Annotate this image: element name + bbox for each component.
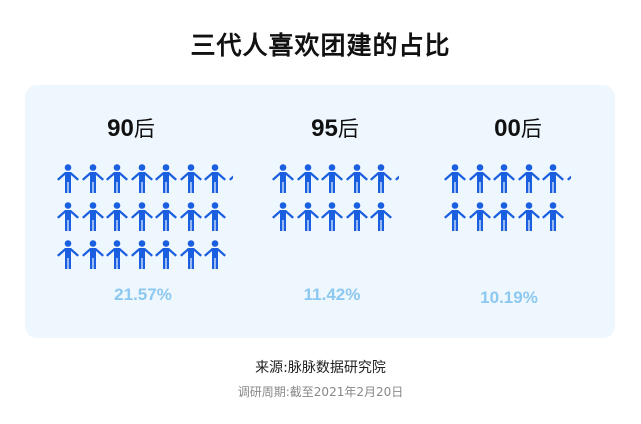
person-icon [105, 202, 129, 232]
person-icon [179, 240, 203, 270]
person-icon [154, 164, 178, 194]
person-icon [345, 164, 369, 194]
person-icon [492, 202, 516, 232]
person-icon [345, 202, 369, 232]
person-icon [81, 202, 105, 232]
person-icon [517, 202, 541, 232]
person-icon [296, 164, 320, 194]
person-icon [130, 164, 154, 194]
person-icon [394, 164, 399, 194]
person-icon [130, 202, 154, 232]
person-icon [271, 202, 295, 232]
person-icon [443, 202, 467, 232]
person-icon [81, 164, 105, 194]
person-icon [203, 164, 227, 194]
chart-title: 三代人喜欢团建的占比 [190, 31, 451, 60]
person-icon [541, 164, 565, 194]
person-icon [105, 240, 129, 270]
person-icon [369, 164, 393, 194]
person-icon [271, 164, 295, 194]
category-label: 00后 [494, 115, 542, 142]
person-icon [56, 240, 80, 270]
person-icon [203, 202, 227, 232]
percent-label: 21.57% [114, 285, 172, 304]
survey-period-text: 调研周期:截至2021年2月20日 [237, 385, 404, 399]
person-icon [320, 164, 344, 194]
person-icon [517, 164, 541, 194]
person-icon [179, 202, 203, 232]
person-icon [81, 240, 105, 270]
person-icon [296, 202, 320, 232]
person-icon [566, 164, 571, 194]
person-icon [369, 202, 393, 232]
person-icon [130, 240, 154, 270]
person-icon [203, 240, 227, 270]
person-icon [56, 164, 80, 194]
person-icon [320, 202, 344, 232]
person-icon [179, 164, 203, 194]
person-icon [228, 164, 233, 194]
person-icon [443, 164, 467, 194]
person-icon [468, 202, 492, 232]
category-label: 90后 [107, 115, 155, 142]
chart-panel [25, 85, 615, 338]
person-icon [492, 164, 516, 194]
category-label: 95后 [311, 115, 359, 142]
person-icon [154, 240, 178, 270]
person-icon [105, 164, 129, 194]
percent-label: 11.42% [303, 285, 361, 304]
person-icon [154, 202, 178, 232]
person-icon [541, 202, 565, 232]
person-icon [468, 164, 492, 194]
person-icon [56, 202, 80, 232]
source-text: 来源:脉脉数据研究院 [255, 360, 386, 376]
percent-label: 10.19% [480, 288, 538, 307]
